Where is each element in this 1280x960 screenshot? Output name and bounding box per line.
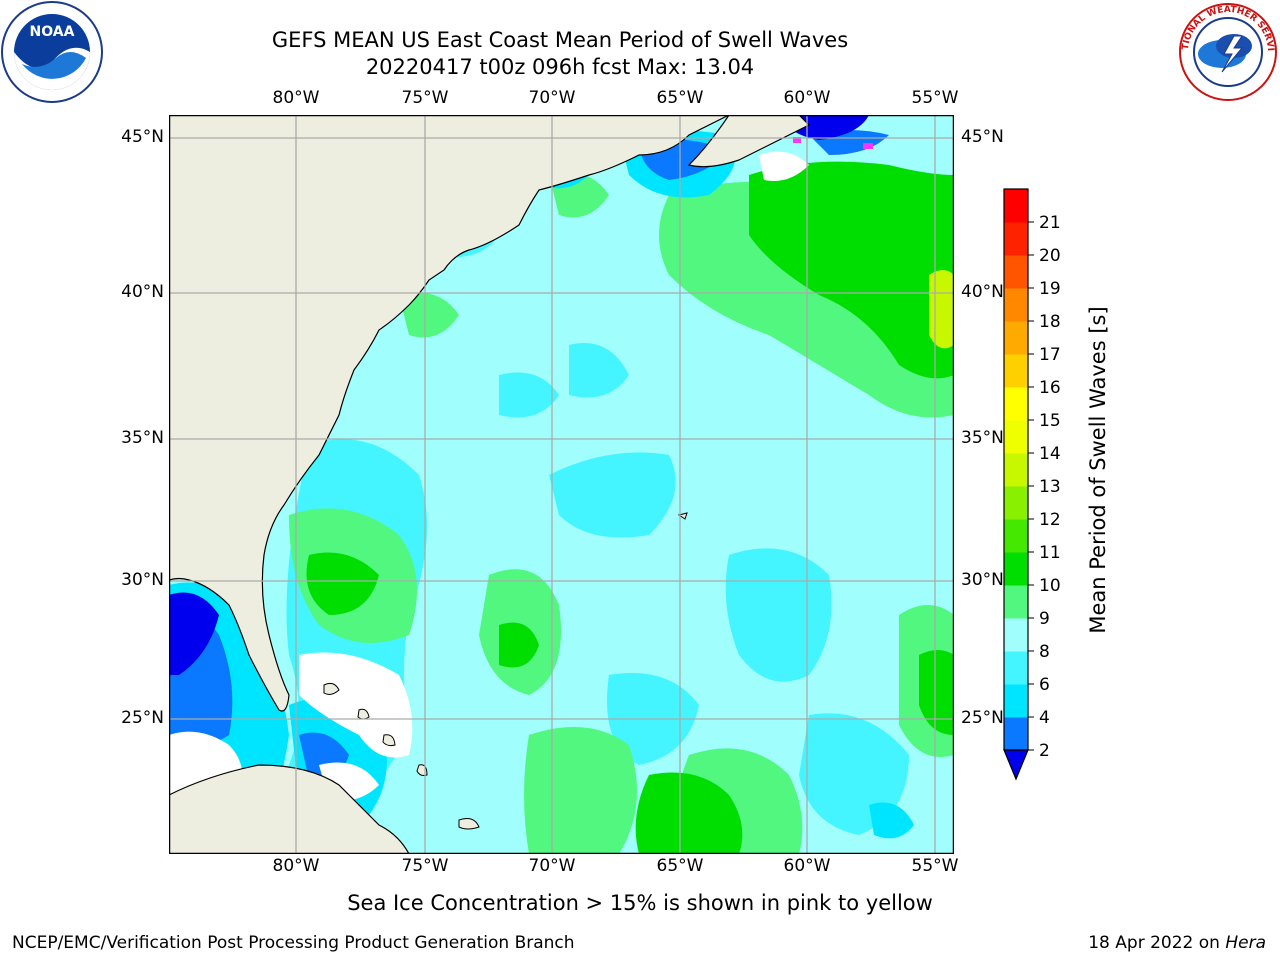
colorbar-tick-label: 17 xyxy=(1039,345,1061,365)
swell-field-12-13s xyxy=(929,270,954,349)
lat-label-left: 45°N xyxy=(121,127,164,147)
colorbar-tick-label: 21 xyxy=(1039,213,1061,233)
colorbar-tick-label: 2 xyxy=(1039,741,1050,761)
lon-label-top: 70°W xyxy=(528,88,576,108)
colorbar-band xyxy=(1004,453,1028,487)
colorbar-tick-label: 16 xyxy=(1039,378,1061,398)
noaa-logo-text: NOAA xyxy=(30,24,75,40)
footer-date: 18 Apr 2022 on Hera xyxy=(1088,933,1266,953)
missing-data-region xyxy=(169,151,809,805)
colorbar-tick-label: 8 xyxy=(1039,642,1050,662)
footer-date-text: 18 Apr 2022 on xyxy=(1088,933,1226,953)
colorbar-band xyxy=(1004,519,1028,553)
colorbar-band xyxy=(1004,486,1028,520)
colorbar: 2 4 6 8 9 10 11 12 13 14 15 16 17 18 19 20 21 xyxy=(1003,188,1061,781)
lat-label-right: 35°N xyxy=(961,428,1004,448)
colorbar-band xyxy=(1004,354,1028,388)
colorbar-band xyxy=(1004,684,1028,718)
lat-label-right: 30°N xyxy=(961,570,1004,590)
lon-label-top: 55°W xyxy=(911,88,959,108)
lon-label-top: 75°W xyxy=(401,88,449,108)
lon-label-bottom: 75°W xyxy=(401,856,449,876)
colorbar-tick-label: 13 xyxy=(1039,477,1061,497)
colorbar-band xyxy=(1004,420,1028,454)
colorbar-tick-label: 11 xyxy=(1039,543,1061,563)
colorbar-tick-label: 20 xyxy=(1039,246,1061,266)
lon-label-bottom: 65°W xyxy=(656,856,704,876)
colorbar-band xyxy=(1004,552,1028,586)
map-border xyxy=(169,115,954,854)
land-bahamas xyxy=(323,512,688,830)
colorbar-band xyxy=(1004,618,1028,652)
colorbar-tick-label: 4 xyxy=(1039,708,1050,728)
colorbar-band xyxy=(1004,717,1028,751)
footer-credit: NCEP/EMC/Verification Post Processing Pr… xyxy=(12,933,575,953)
lon-label-bottom: 55°W xyxy=(911,856,959,876)
lat-label-left: 40°N xyxy=(121,282,164,302)
colorbar-tick-label: 14 xyxy=(1039,444,1061,464)
nws-logo-icon: NATIONAL WEATHER SERVICE xyxy=(1176,0,1277,101)
lat-label-right: 45°N xyxy=(961,127,1004,147)
lat-label-right: 40°N xyxy=(961,282,1004,302)
colorbar-band xyxy=(1004,585,1028,619)
colorbar-label: Mean Period of Swell Waves [s] xyxy=(1086,306,1110,634)
land-north-america xyxy=(169,115,730,712)
colorbar-band xyxy=(1004,288,1028,322)
colorbar-tick-label: 9 xyxy=(1039,609,1050,629)
map-subtitle: 20220417 t00z 096h fcst Max: 13.04 xyxy=(365,55,755,79)
map-title: GEFS MEAN US East Coast Mean Period of S… xyxy=(271,28,849,52)
colorbar-tick-label: 19 xyxy=(1039,279,1061,299)
colorbar-tick-label: 18 xyxy=(1039,312,1061,332)
colorbar-band xyxy=(1004,255,1028,289)
lon-label-top: 65°W xyxy=(656,88,704,108)
land-cuba xyxy=(169,764,410,854)
graticule xyxy=(169,115,954,854)
noaa-logo-icon: NOAA xyxy=(1,1,103,103)
sea-ice-note: Sea Ice Concentration > 15% is shown in … xyxy=(347,891,933,915)
lon-label-top: 80°W xyxy=(272,88,320,108)
colorbar-tick-label: 6 xyxy=(1039,675,1050,695)
lon-label-bottom: 60°W xyxy=(783,856,831,876)
colorbar-band xyxy=(1004,387,1028,421)
colorbar-band xyxy=(1004,189,1028,223)
colorbar-frame xyxy=(1003,188,1029,751)
lat-label-right: 25°N xyxy=(961,708,1004,728)
colorbar-band xyxy=(1004,651,1028,685)
swell-period-map xyxy=(169,115,954,854)
colorbar-tick-label: 10 xyxy=(1039,576,1061,596)
colorbar-band xyxy=(1004,222,1028,256)
lat-label-left: 30°N xyxy=(121,570,164,590)
colorbar-tick-label: 15 xyxy=(1039,411,1061,431)
sea-ice-pixels xyxy=(793,137,873,149)
colorbar-band xyxy=(1004,321,1028,355)
lat-label-left: 35°N xyxy=(121,428,164,448)
colorbar-under-triangle xyxy=(1003,749,1029,781)
land-nova-scotia xyxy=(687,115,811,168)
lon-label-bottom: 70°W xyxy=(528,856,576,876)
lon-label-bottom: 80°W xyxy=(272,856,320,876)
colorbar-tick-label: 12 xyxy=(1039,510,1061,530)
lon-label-top: 60°W xyxy=(783,88,831,108)
lat-label-left: 25°N xyxy=(121,708,164,728)
footer-host: Hera xyxy=(1225,933,1266,953)
swell-field-10-12s xyxy=(306,161,954,854)
